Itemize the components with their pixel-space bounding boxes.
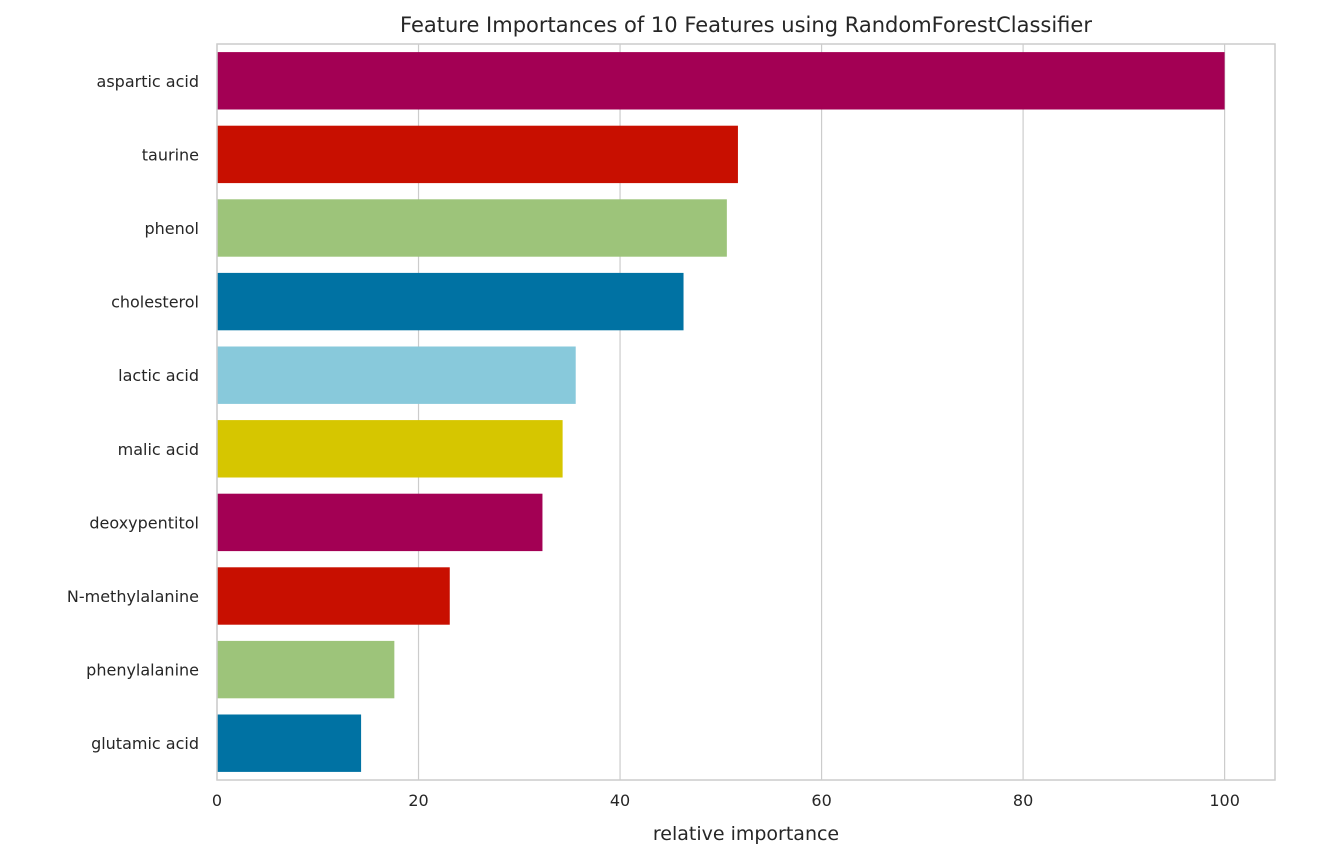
category-label-phenol: phenol bbox=[144, 219, 199, 238]
category-label-taurine: taurine bbox=[142, 145, 199, 164]
x-tick-label-20: 20 bbox=[408, 791, 428, 810]
category-label-glutamic-acid: glutamic acid bbox=[91, 734, 199, 753]
bar-lactic-acid bbox=[217, 346, 576, 404]
category-label-aspartic-acid: aspartic acid bbox=[97, 72, 199, 91]
x-axis-ticks: 0 20 40 60 80 100 bbox=[212, 791, 1240, 810]
bar-phenylalanine bbox=[217, 640, 395, 699]
bar-phenol bbox=[217, 199, 727, 257]
x-tick-label-40: 40 bbox=[610, 791, 630, 810]
x-tick-label-60: 60 bbox=[811, 791, 831, 810]
plot-area-frame bbox=[216, 43, 1276, 781]
bar-n-methylalanine bbox=[217, 567, 450, 625]
category-label-deoxypentitol: deoxypentitol bbox=[89, 513, 199, 532]
category-label-cholesterol: cholesterol bbox=[111, 293, 199, 312]
y-axis-categories: aspartic acid taurine phenol cholesterol lac… bbox=[67, 72, 199, 753]
category-label-n-methylalanine: N-methylalanine bbox=[67, 587, 199, 606]
bar-malic-acid bbox=[217, 420, 563, 478]
bars bbox=[217, 52, 1225, 772]
chart-title: Feature Importances of 10 Features using… bbox=[400, 13, 1092, 37]
bar-deoxypentitol bbox=[217, 493, 543, 552]
category-label-phenylalanine: phenylalanine bbox=[86, 661, 199, 680]
x-tick-label-100: 100 bbox=[1209, 791, 1240, 810]
bar-cholesterol bbox=[217, 272, 684, 331]
x-tick-label-80: 80 bbox=[1013, 791, 1033, 810]
bar-glutamic-acid bbox=[217, 714, 362, 772]
category-label-lactic-acid: lactic acid bbox=[118, 366, 199, 385]
x-axis-label: relative importance bbox=[653, 823, 839, 845]
bar-taurine bbox=[217, 125, 738, 184]
bar-aspartic-acid bbox=[217, 52, 1225, 110]
x-tick-label-0: 0 bbox=[212, 791, 222, 810]
category-label-malic-acid: malic acid bbox=[118, 440, 199, 459]
